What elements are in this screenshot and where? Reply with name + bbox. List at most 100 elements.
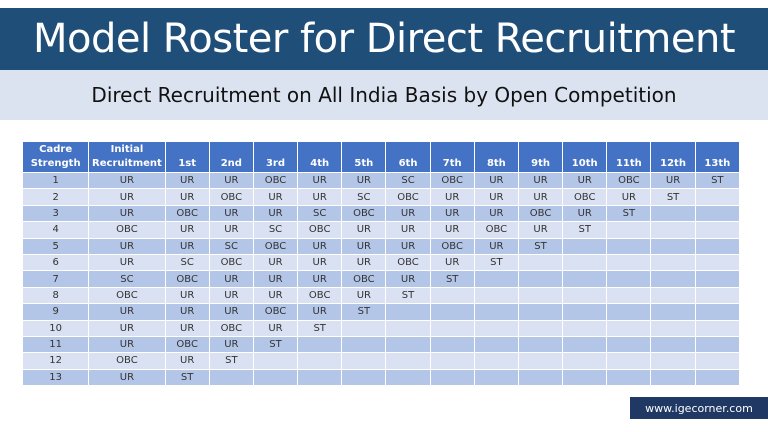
roster-cell: UR xyxy=(562,204,608,223)
roster-cell xyxy=(650,286,696,305)
roster-cell xyxy=(473,368,519,387)
roster-cell xyxy=(385,368,431,387)
roster-cell xyxy=(650,204,696,223)
roster-cell: ST xyxy=(473,253,519,272)
roster-cell: ST xyxy=(606,204,652,223)
roster-cell xyxy=(473,319,519,337)
column-header: Cadre Strength xyxy=(21,141,90,173)
roster-cell: UR xyxy=(208,221,254,239)
roster-cell: UR xyxy=(297,188,343,206)
cadre-strength-cell: 3 xyxy=(21,204,90,223)
roster-cell: OBC xyxy=(297,221,343,239)
column-header-line2: 12th xyxy=(660,158,686,169)
roster-cell xyxy=(517,319,564,337)
roster-cell xyxy=(694,319,741,337)
roster-cell: OBC xyxy=(606,171,652,190)
cadre-strength-cell: 4 xyxy=(21,221,90,239)
column-header-line2: 2nd xyxy=(220,158,242,169)
column-header: 5th xyxy=(341,141,387,173)
page-title: Model Roster for Direct Recruitment xyxy=(32,16,736,62)
roster-cell: UR xyxy=(164,171,210,190)
roster-cell: UR xyxy=(517,171,564,190)
title-banner: Model Roster for Direct Recruitment xyxy=(0,8,768,70)
roster-cell: UR xyxy=(164,319,210,337)
table-row: 11 UR OBC UR ST xyxy=(21,335,741,354)
roster-cell: UR xyxy=(252,286,299,305)
roster-cell: UR xyxy=(385,270,431,288)
roster-cell xyxy=(694,253,741,272)
roster-cell xyxy=(650,270,696,288)
roster-cell: ST xyxy=(429,270,475,288)
column-header: 8th xyxy=(473,141,519,173)
roster-cell xyxy=(341,319,387,337)
roster-cell xyxy=(562,335,608,354)
table-row: 6 UR SC OBC UR UR UR OBC UR ST xyxy=(21,253,741,272)
column-header-line1 xyxy=(343,143,385,157)
roster-cell: UR xyxy=(88,303,166,321)
table-row: 1 UR UR UR OBC UR UR SC OBC UR UR UR OBC UR ST xyxy=(21,171,741,190)
column-header-line1 xyxy=(696,143,738,157)
roster-cell: ST xyxy=(385,286,431,305)
page-subtitle: Direct Recruitment on All India Basis by… xyxy=(91,83,677,107)
roster-cell: OBC xyxy=(88,221,166,239)
roster-cell xyxy=(429,286,475,305)
column-header-line2: 3rd xyxy=(265,158,286,169)
roster-cell xyxy=(517,368,564,387)
column-header-line2: 8th xyxy=(486,158,506,169)
roster-cell: OBC xyxy=(297,286,343,305)
column-header-line1 xyxy=(254,143,296,157)
table-row: 13 UR ST xyxy=(21,368,741,387)
column-header-line2: Strength xyxy=(30,158,81,169)
roster-cell: UR xyxy=(297,171,343,190)
roster-cell xyxy=(517,270,564,288)
roster-cell xyxy=(562,237,608,255)
roster-cell xyxy=(208,368,254,387)
roster-cell: UR xyxy=(252,253,299,272)
roster-cell xyxy=(562,368,608,387)
table-header: Cadre Strength Initial Recruitment 1st 2nd … xyxy=(21,141,741,173)
roster-cell: ST xyxy=(562,221,608,239)
roster-cell: OBC xyxy=(252,237,299,255)
roster-cell: UR xyxy=(473,204,519,223)
roster-cell xyxy=(606,221,652,239)
roster-cell: UR xyxy=(88,253,166,272)
table-row: 4 OBC UR UR SC OBC UR UR UR OBC UR ST xyxy=(21,221,741,239)
roster-cell xyxy=(694,335,741,354)
roster-cell xyxy=(694,188,741,206)
column-header-line2: 13th xyxy=(704,158,731,169)
roster-cell: UR xyxy=(208,286,254,305)
cadre-strength-cell: 9 xyxy=(21,303,90,321)
roster-cell xyxy=(297,368,343,387)
roster-cell xyxy=(473,286,519,305)
subtitle-banner: Direct Recruitment on All India Basis by… xyxy=(0,70,768,120)
roster-cell: OBC xyxy=(88,352,166,370)
column-header-line1 xyxy=(166,143,208,157)
table-row: 2 UR UR OBC UR UR SC OBC UR UR UR OBC UR ST xyxy=(21,188,741,206)
column-header-line1 xyxy=(475,143,517,157)
roster-cell xyxy=(650,303,696,321)
roster-cell xyxy=(650,368,696,387)
column-header-line1: Cadre xyxy=(39,144,73,155)
roster-cell: UR xyxy=(252,204,299,223)
roster-cell xyxy=(694,286,741,305)
roster-cell: UR xyxy=(606,188,652,206)
roster-cell: UR xyxy=(88,204,166,223)
roster-cell: UR xyxy=(208,171,254,190)
roster-cell xyxy=(694,352,741,370)
roster-cell xyxy=(252,352,299,370)
roster-cell: UR xyxy=(88,171,166,190)
roster-cell xyxy=(650,319,696,337)
roster-cell xyxy=(606,270,652,288)
roster-cell: UR xyxy=(429,188,475,206)
table-row: 7 SC OBC UR UR UR OBC UR ST xyxy=(21,270,741,288)
cadre-strength-cell: 12 xyxy=(21,352,90,370)
roster-cell: UR xyxy=(88,237,166,255)
roster-cell xyxy=(606,253,652,272)
table-row: 9 UR UR UR OBC UR ST xyxy=(21,303,741,321)
roster-cell: UR xyxy=(164,188,210,206)
cadre-strength-cell: 6 xyxy=(21,253,90,272)
roster-cell xyxy=(606,368,652,387)
roster-cell xyxy=(694,303,741,321)
roster-cell: UR xyxy=(297,253,343,272)
roster-cell xyxy=(606,286,652,305)
